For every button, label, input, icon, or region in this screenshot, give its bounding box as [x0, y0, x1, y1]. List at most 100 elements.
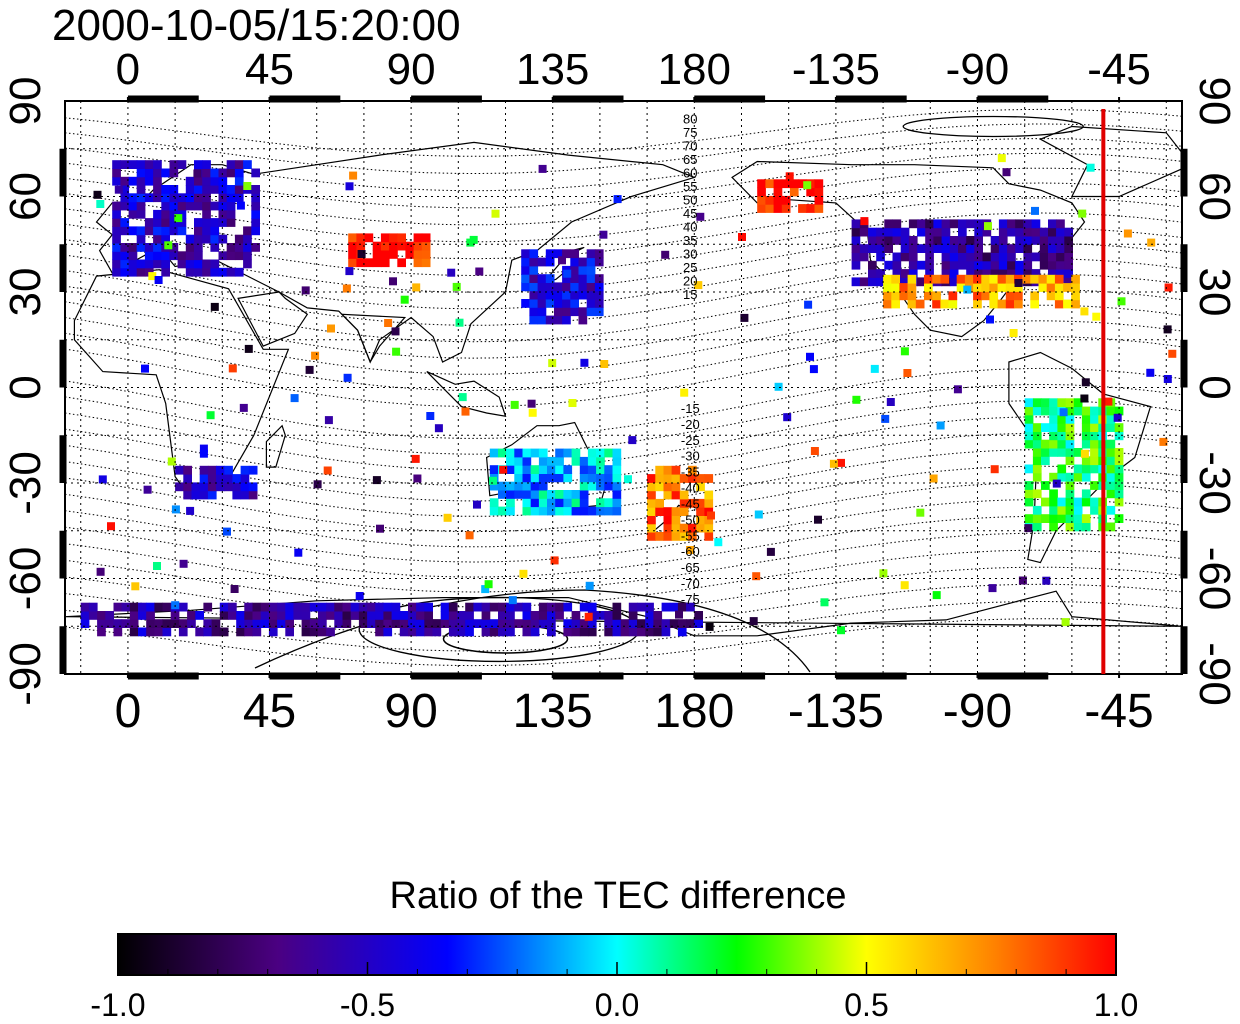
tec-pixel [358, 602, 368, 612]
contour-line [65, 549, 1182, 608]
tec-pixel [144, 259, 154, 269]
tec-pixel [1106, 489, 1116, 499]
tec-pixel [1065, 472, 1075, 482]
tec-pixel [112, 168, 121, 178]
tec-pixel [579, 602, 589, 612]
tec-pixel [522, 602, 532, 612]
tec-pixel [705, 622, 714, 631]
tec-pixel [1065, 448, 1075, 457]
tec-pixel [154, 627, 164, 637]
tec-pixel [384, 319, 393, 327]
tec-pixel [120, 185, 130, 194]
tec-pixel [900, 236, 910, 245]
tec-pixel [1041, 497, 1050, 507]
tec-pixel [1090, 423, 1099, 432]
tec-pixel [604, 611, 613, 620]
tec-pixel [389, 277, 397, 286]
tec-pixel [169, 160, 179, 169]
tec-pixel [696, 212, 705, 221]
tec-pixel [752, 572, 761, 581]
tec-pixel [679, 490, 689, 500]
tec-pixel [604, 619, 613, 628]
x-tick-label: -45 [1087, 45, 1151, 94]
tec-pixel [416, 602, 425, 612]
tec-pixel [194, 218, 203, 227]
tec-pixel [350, 611, 360, 620]
tec-pixel [537, 315, 547, 325]
tec-pixel [191, 482, 201, 492]
tec-pixel [645, 602, 654, 612]
tec-pixel [1049, 414, 1058, 424]
tec-pixel [169, 251, 179, 261]
tec-pixel [498, 481, 507, 491]
tec-pixel [530, 498, 540, 508]
tec-pixel [596, 498, 605, 508]
tec-pixel [268, 627, 278, 637]
contour-label: 30 [683, 247, 697, 262]
colorbar-title: Ratio of the TEC difference [390, 875, 847, 917]
tec-pixel [252, 611, 262, 620]
tec-pixel [161, 185, 170, 194]
tec-pixel [218, 218, 228, 227]
tec-pixel [899, 291, 909, 301]
tec-pixel [966, 219, 975, 229]
tec-pixel [348, 258, 357, 268]
tec-pixel [1090, 497, 1099, 507]
tec-pixel [1049, 497, 1058, 507]
tec-pixel [604, 498, 613, 508]
tec-pixel [555, 456, 564, 466]
tec-pixel [545, 290, 555, 300]
tec-pixel [688, 523, 697, 533]
tec-pixel [112, 201, 121, 211]
tec-pixel [908, 219, 918, 229]
contour-label: 60 [683, 165, 697, 180]
tec-pixel [696, 498, 705, 508]
tec-pixel [169, 226, 179, 236]
tec-pixel [112, 209, 121, 219]
timestamp-title: 2000-10-05/15:20:00 [52, 1, 461, 50]
tec-pixel [924, 274, 933, 284]
tec-pixel [1164, 283, 1173, 292]
tec-pixel [120, 226, 130, 236]
x-tick-label: 135 [513, 685, 593, 738]
tec-pixel [169, 218, 179, 227]
tec-pixel [696, 507, 705, 516]
tec-pixel [481, 611, 491, 620]
tec-pixel [1039, 236, 1049, 245]
tec-pixel [537, 307, 547, 317]
tec-pixel [677, 602, 687, 612]
tec-pixel [941, 244, 951, 253]
tec-pixel [596, 611, 605, 620]
tec-pixel [578, 315, 588, 325]
tec-pixel [224, 474, 233, 483]
tec-pixel [738, 233, 746, 241]
tec-pixel [997, 274, 1007, 284]
tec-pixel [578, 257, 588, 267]
tec-pixel [900, 581, 909, 590]
tec-pixel [514, 490, 523, 499]
tec-pixel [465, 627, 474, 637]
tec-pixel [596, 448, 605, 458]
tec-pixel [998, 236, 1008, 245]
tec-pixel [990, 252, 1000, 262]
tec-pixel [570, 299, 579, 308]
tec-pixel [1065, 514, 1075, 523]
tec-pixel [285, 619, 294, 628]
tec-pixel [1032, 514, 1042, 523]
tec-pixel [754, 510, 763, 519]
tec-pixel [383, 602, 393, 612]
tec-pixel [908, 252, 918, 262]
tec-pixel [1041, 448, 1050, 457]
tec-pixel [990, 260, 1000, 270]
contour-label: 55 [683, 179, 697, 194]
tec-pixel [966, 244, 975, 253]
tec-pixel [1041, 439, 1050, 449]
tec-pixel [686, 546, 695, 554]
tec-pixel [136, 209, 146, 219]
tec-pixel [1054, 283, 1064, 292]
tec-pixel [202, 176, 211, 186]
tec-pixel [301, 286, 310, 295]
tec-pixel [655, 498, 664, 508]
tec-pixel [240, 490, 250, 500]
tec-pixel [594, 290, 604, 300]
